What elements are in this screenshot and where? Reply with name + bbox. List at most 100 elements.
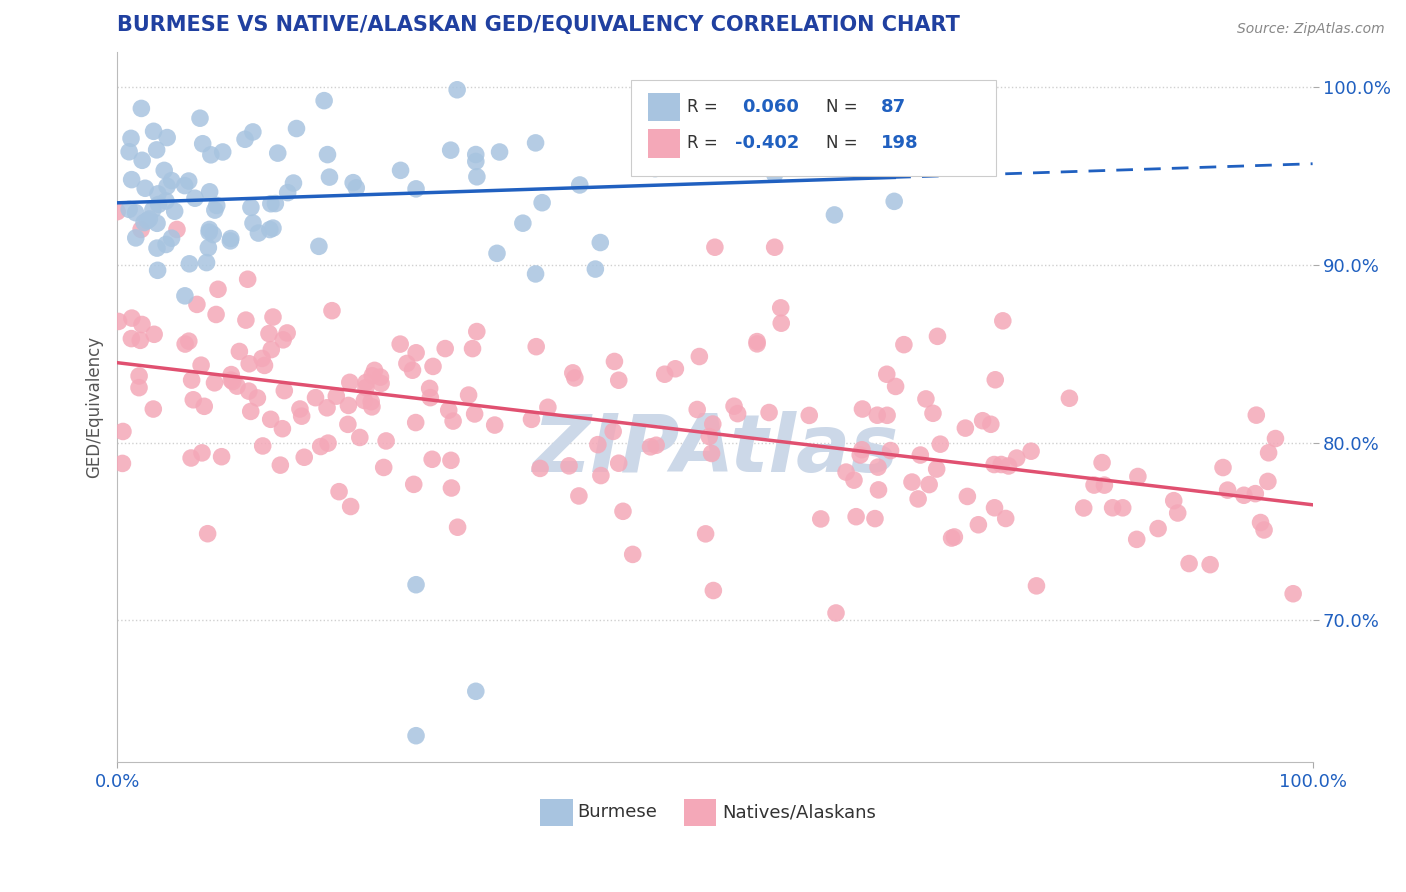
Point xyxy=(389,163,412,178)
Point xyxy=(134,181,156,195)
Point xyxy=(419,391,441,405)
Point xyxy=(156,179,179,194)
Point xyxy=(612,504,634,518)
Point xyxy=(205,308,228,322)
Point xyxy=(128,369,150,384)
Point xyxy=(1282,587,1305,601)
Point xyxy=(994,511,1017,525)
Point xyxy=(405,729,427,743)
Point xyxy=(205,198,228,212)
Point xyxy=(285,121,308,136)
Point xyxy=(375,434,398,448)
Point xyxy=(1246,408,1268,422)
Point xyxy=(1125,533,1147,547)
Point xyxy=(607,456,630,470)
Point xyxy=(339,500,361,514)
Point xyxy=(561,366,583,380)
Point xyxy=(531,195,554,210)
Point xyxy=(1264,432,1286,446)
Point xyxy=(190,358,212,372)
Point xyxy=(142,202,165,217)
Point xyxy=(901,475,924,489)
Point xyxy=(1199,558,1222,572)
Point xyxy=(239,200,262,214)
Point xyxy=(309,440,332,454)
Point xyxy=(586,437,609,451)
Point xyxy=(883,194,905,209)
Point xyxy=(145,143,167,157)
Text: 198: 198 xyxy=(882,135,918,153)
Point xyxy=(465,169,488,184)
Point xyxy=(259,222,281,236)
Point xyxy=(1091,456,1114,470)
Point xyxy=(124,205,146,219)
Point xyxy=(1212,460,1234,475)
Point xyxy=(267,146,290,161)
Point xyxy=(654,368,676,382)
Point xyxy=(233,132,256,146)
Point xyxy=(142,402,165,417)
Point xyxy=(727,407,749,421)
Point xyxy=(884,379,907,393)
Point xyxy=(370,370,392,384)
Point xyxy=(153,163,176,178)
Point xyxy=(177,174,200,188)
Point xyxy=(143,327,166,342)
Point xyxy=(763,167,786,181)
Point xyxy=(922,406,945,420)
Point xyxy=(664,361,686,376)
Point xyxy=(446,83,468,97)
Point xyxy=(219,234,242,248)
Point xyxy=(191,136,214,151)
Point xyxy=(440,481,463,495)
Point xyxy=(260,343,283,357)
Point xyxy=(849,448,872,462)
Point xyxy=(955,421,977,435)
Point xyxy=(702,417,724,431)
Point xyxy=(686,402,709,417)
Point xyxy=(1257,475,1279,489)
Point xyxy=(465,325,488,339)
Point xyxy=(121,311,143,326)
Point xyxy=(308,239,330,253)
Y-axis label: GED/Equivalency: GED/Equivalency xyxy=(86,336,103,478)
Point xyxy=(835,465,858,479)
Point xyxy=(253,359,276,373)
Point xyxy=(529,461,551,475)
Point xyxy=(464,407,486,421)
Point xyxy=(589,235,612,250)
Point xyxy=(155,237,177,252)
Point xyxy=(195,255,218,269)
Point xyxy=(990,458,1012,472)
Point xyxy=(703,109,725,123)
Point xyxy=(464,147,486,161)
Point xyxy=(181,392,204,407)
Point xyxy=(799,409,821,423)
Point xyxy=(1147,522,1170,536)
Point xyxy=(264,196,287,211)
Point xyxy=(179,257,201,271)
Point xyxy=(697,429,720,443)
Point xyxy=(316,436,339,450)
Point xyxy=(120,131,142,145)
Point xyxy=(484,418,506,433)
Point xyxy=(866,460,889,475)
Point xyxy=(461,342,484,356)
Point xyxy=(983,458,1005,472)
Point xyxy=(142,124,165,138)
Point xyxy=(405,416,427,430)
Point xyxy=(174,337,197,351)
Point xyxy=(260,412,283,426)
Point xyxy=(276,326,298,340)
Point xyxy=(1092,478,1115,492)
Point xyxy=(236,272,259,286)
Point xyxy=(361,368,384,383)
Point xyxy=(441,414,464,428)
Text: Natives/Alaskans: Natives/Alaskans xyxy=(723,803,876,822)
Point xyxy=(156,130,179,145)
Point xyxy=(166,222,188,236)
Point xyxy=(457,388,479,402)
Point xyxy=(204,376,226,390)
Point xyxy=(363,363,385,377)
Point xyxy=(291,409,314,424)
